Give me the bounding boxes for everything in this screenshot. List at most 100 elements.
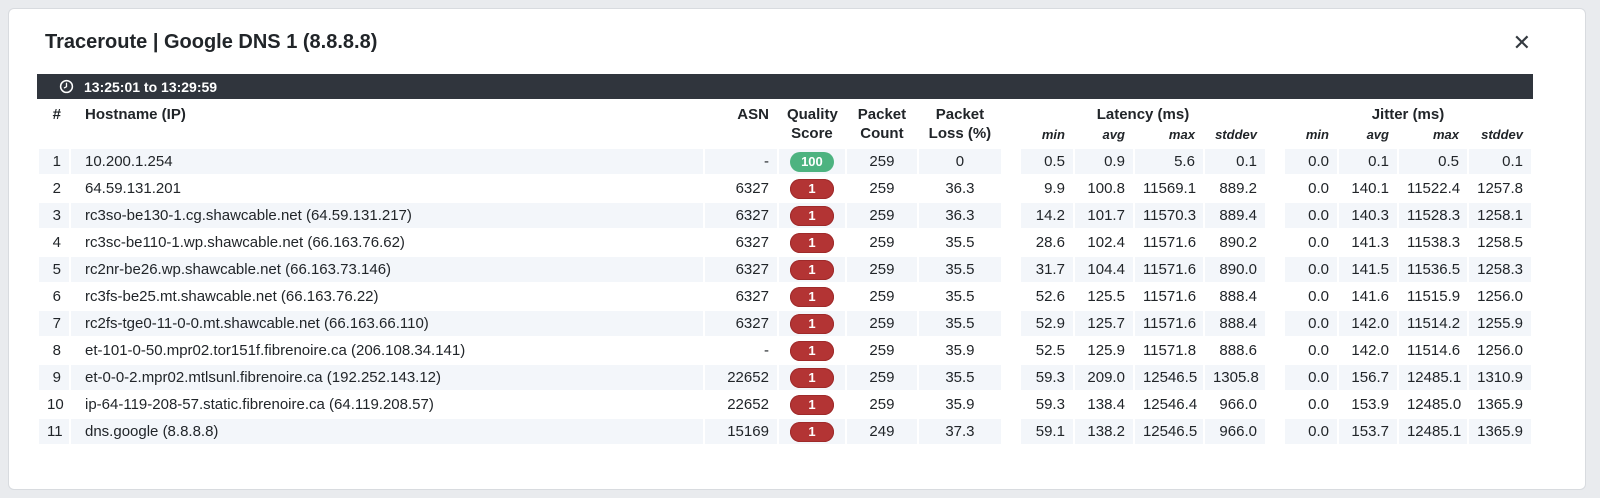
close-button[interactable]: ✕ — [1511, 31, 1533, 54]
hostname-cell: et-0-0-2.mpr02.mtlsunl.fibrenoire.ca (19… — [71, 365, 703, 390]
table-row: 4 rc3sc-be110-1.wp.shawcable.net (66.163… — [39, 230, 1531, 255]
jitter-avg-cell: 140.3 — [1338, 203, 1397, 228]
latency-max-cell: 5.6 — [1134, 149, 1203, 174]
latency-max-cell: 11569.1 — [1142, 180, 1197, 197]
quality-score-badge: 1 — [789, 259, 834, 280]
latency-max-cell: 11570.3 — [1134, 203, 1203, 228]
asn-cell: 15169 — [704, 419, 777, 444]
latency-max-cell: 12546.5 — [1134, 419, 1203, 444]
latency-avg-cell: 100.8 — [1087, 180, 1125, 197]
latency-avg-cell: 138.2 — [1074, 419, 1133, 444]
column-spacer — [1267, 103, 1283, 147]
packet-loss-cell: 35.9 — [945, 342, 975, 359]
table-row: 5 rc2nr-be26.wp.shawcable.net (66.163.73… — [39, 257, 1531, 282]
quality-score-cell: 100 — [778, 149, 845, 174]
hop-number: 1 — [39, 149, 69, 174]
column-spacer — [1003, 311, 1019, 336]
hop-number: 6 — [52, 288, 61, 305]
hop-number: 11 — [39, 419, 69, 444]
latency-max-cell: 11571.8 — [1142, 342, 1197, 359]
asn-cell: - — [763, 342, 769, 359]
column-spacer — [1267, 338, 1283, 363]
jitter-stddev-cell: 1257.8 — [1477, 180, 1523, 197]
latency-avg-cell: 102.4 — [1087, 234, 1125, 251]
latency-stddev-cell: 890.0 — [1204, 257, 1265, 282]
col-header-packet-loss: Packet Loss (%) — [928, 106, 992, 142]
jitter-max-cell: 11514.2 — [1398, 311, 1467, 336]
latency-min-cell: 0.5 — [1020, 149, 1073, 174]
latency-max-cell: 11571.6 — [1142, 288, 1197, 305]
hop-number: 5 — [39, 257, 69, 282]
packet-loss-cell: 36.3 — [945, 180, 975, 197]
jitter-min-cell: 0.0 — [1284, 149, 1337, 174]
column-spacer — [1267, 203, 1283, 228]
column-spacer — [1003, 392, 1019, 417]
col-header-latency-max: max — [1168, 126, 1195, 142]
clock-icon — [59, 79, 74, 94]
latency-min-cell: 52.6 — [1035, 288, 1065, 305]
col-header-jitter-avg: avg — [1366, 126, 1389, 142]
jitter-stddev-cell: 1256.0 — [1477, 288, 1523, 305]
column-spacer — [1267, 392, 1283, 417]
hop-number: 8 — [52, 342, 61, 359]
col-header-hostname: Hostname (IP) — [85, 106, 186, 123]
hop-number: 4 — [52, 234, 61, 251]
packet-loss-cell: 35.5 — [945, 288, 975, 305]
col-header-jitter-stddev: stddev — [1481, 126, 1523, 142]
jitter-min-cell: 0.0 — [1308, 288, 1329, 305]
jitter-min-cell: 0.0 — [1284, 311, 1337, 336]
quality-score-cell: 1 — [778, 203, 845, 228]
table-row: 8 et-101-0-50.mpr02.tor151f.fibrenoire.c… — [39, 338, 1531, 363]
jitter-max-cell: 12485.1 — [1398, 419, 1467, 444]
hostname-cell: 64.59.131.201 — [85, 180, 181, 197]
asn-cell: 6327 — [735, 234, 769, 251]
latency-stddev-cell: 1305.8 — [1204, 365, 1265, 390]
jitter-max-cell: 12485.0 — [1406, 396, 1462, 413]
jitter-min-cell: 0.0 — [1284, 257, 1337, 282]
latency-stddev-cell: 889.2 — [1219, 180, 1257, 197]
jitter-max-cell: 11528.3 — [1398, 203, 1467, 228]
col-group-latency: Latency (ms) — [1096, 106, 1190, 123]
jitter-max-cell: 12485.1 — [1398, 365, 1467, 390]
jitter-avg-cell: 153.9 — [1351, 396, 1389, 413]
jitter-min-cell: 0.0 — [1308, 396, 1329, 413]
quality-score-badge: 1 — [789, 421, 834, 442]
latency-min-cell: 52.9 — [1020, 311, 1073, 336]
jitter-stddev-cell: 1258.5 — [1477, 234, 1523, 251]
jitter-max-cell: 11515.9 — [1406, 288, 1461, 305]
latency-min-cell: 28.6 — [1035, 234, 1065, 251]
quality-score-badge: 1 — [789, 394, 834, 415]
jitter-stddev-cell: 0.1 — [1468, 149, 1531, 174]
hostname-cell: rc2fs-tge0-11-0-0.mt.shawcable.net (66.1… — [71, 311, 703, 336]
table-row: 10 ip-64-119-208-57.static.fibrenoire.ca… — [39, 392, 1531, 417]
jitter-min-cell: 0.0 — [1284, 365, 1337, 390]
hop-number: 9 — [39, 365, 69, 390]
packet-count-cell: 259 — [869, 342, 895, 359]
packet-loss-cell: 35.5 — [918, 257, 1001, 282]
latency-avg-cell: 209.0 — [1074, 365, 1133, 390]
quality-score-badge: 1 — [789, 205, 834, 226]
quality-score-cell: 1 — [778, 257, 845, 282]
column-spacer — [1267, 419, 1283, 444]
packet-count-cell: 259 — [846, 149, 917, 174]
quality-score-badge: 1 — [789, 313, 834, 334]
column-spacer — [1267, 284, 1283, 309]
quality-score-badge: 1 — [789, 367, 834, 388]
jitter-avg-cell: 153.7 — [1338, 419, 1397, 444]
asn-cell: 6327 — [735, 288, 769, 305]
latency-min-cell: 52.5 — [1035, 342, 1065, 359]
jitter-avg-cell: 142.0 — [1351, 342, 1389, 359]
latency-stddev-cell: 890.2 — [1219, 234, 1257, 251]
hop-number: 2 — [52, 180, 61, 197]
jitter-max-cell: 11536.5 — [1398, 257, 1467, 282]
column-spacer — [1003, 103, 1019, 147]
hostname-cell: rc3sc-be110-1.wp.shawcable.net (66.163.7… — [85, 234, 405, 251]
panel-titlebar: Traceroute | Google DNS 1 (8.8.8.8) ✕ — [45, 31, 1533, 54]
packet-count-cell: 259 — [846, 257, 917, 282]
column-spacer — [1267, 257, 1283, 282]
asn-cell: 22652 — [727, 396, 769, 413]
quality-score-badge: 1 — [789, 178, 834, 199]
quality-score-cell: 1 — [779, 284, 845, 309]
jitter-max-cell: 11522.4 — [1406, 180, 1461, 197]
hostname-cell: dns.google (8.8.8.8) — [71, 419, 703, 444]
